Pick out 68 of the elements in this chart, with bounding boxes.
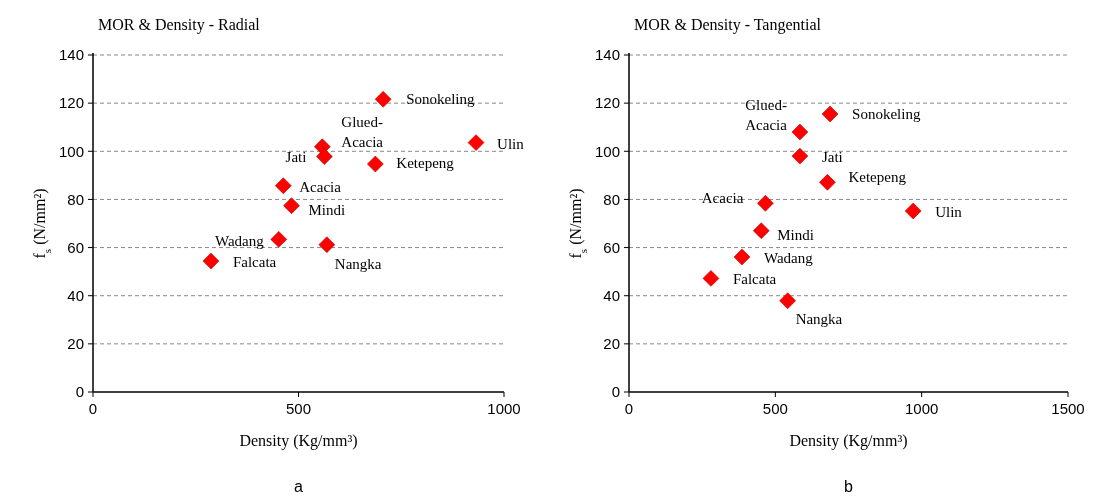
point xyxy=(791,123,809,141)
point xyxy=(283,197,300,214)
y-tick-label: 40 xyxy=(603,286,620,304)
point xyxy=(270,231,288,248)
x-tick-label: 0 xyxy=(624,400,634,417)
point xyxy=(316,148,333,165)
x-tick-label: 1500 xyxy=(1051,400,1085,417)
point xyxy=(819,174,836,191)
text: b xyxy=(844,478,854,495)
annotation: Falcata xyxy=(232,254,277,271)
annotation: Sonokeling xyxy=(852,105,921,122)
annotation: Glued-Acacia xyxy=(341,113,384,150)
y-tick-label: 60 xyxy=(603,238,620,256)
x-tick-label: 1000 xyxy=(487,400,521,417)
point xyxy=(702,270,720,287)
annotation: Jati xyxy=(285,148,307,165)
y-tick-label: 20 xyxy=(603,335,620,353)
point xyxy=(733,248,751,266)
y-tick-label: 40 xyxy=(67,286,84,304)
y-tick-label: 140 xyxy=(594,46,620,64)
x-axis-title: Density (Kg/mm³) xyxy=(789,432,908,450)
annotation: Mindi xyxy=(308,201,346,218)
x-tick-label: 1000 xyxy=(904,400,939,417)
y-tick-label: 100 xyxy=(58,142,84,160)
annotation: Sonokeling xyxy=(406,91,475,108)
annotation: Nangka xyxy=(334,255,382,272)
y-tick-label: 120 xyxy=(58,94,84,112)
y-tick-label: 140 xyxy=(58,46,84,64)
point xyxy=(275,177,292,194)
y-tick-label: 120 xyxy=(594,94,620,112)
annotation: Ulin xyxy=(497,135,525,152)
chart-title: MOR & Density - Tangential xyxy=(634,16,822,34)
point xyxy=(374,91,392,108)
chart-title: MOR & Density - Radial xyxy=(98,16,261,34)
annotation: Wadang xyxy=(214,233,265,250)
point xyxy=(821,105,839,123)
annotation: Falcata xyxy=(732,271,777,288)
annotation: Acacia xyxy=(299,178,342,195)
y-tick-label: 0 xyxy=(611,383,620,401)
point xyxy=(904,202,922,220)
annotation: Mindi xyxy=(777,226,814,243)
point xyxy=(318,236,336,253)
annotation: Wadang xyxy=(763,249,814,266)
point xyxy=(791,147,809,165)
annotation: Jati xyxy=(821,149,843,166)
y-tick-label: 60 xyxy=(67,238,84,256)
annotation: Nangka xyxy=(795,310,843,327)
y-tick-label: 80 xyxy=(603,190,620,208)
point xyxy=(467,134,485,151)
annotation: Ketepeng xyxy=(848,169,907,186)
point xyxy=(779,292,796,310)
x-tick-label: 500 xyxy=(285,400,312,417)
annotation: Ketepeng xyxy=(396,155,455,172)
annotation: Acacia xyxy=(701,190,744,207)
annotation: Glued-Acacia xyxy=(745,97,788,134)
point xyxy=(202,252,220,270)
y-tick-label: 0 xyxy=(75,383,84,401)
point xyxy=(757,195,774,212)
y-tick-label: 100 xyxy=(594,142,620,160)
x-axis-title: Density (Kg/mm³) xyxy=(239,432,358,450)
x-tick-label: 0 xyxy=(88,400,98,417)
y-tick-label: 20 xyxy=(67,335,84,353)
point xyxy=(753,222,770,239)
annotation: Ulin xyxy=(935,203,963,220)
x-tick-label: 500 xyxy=(762,400,788,417)
y-tick-label: 80 xyxy=(67,190,84,208)
text: a xyxy=(294,478,304,495)
point xyxy=(367,155,384,173)
